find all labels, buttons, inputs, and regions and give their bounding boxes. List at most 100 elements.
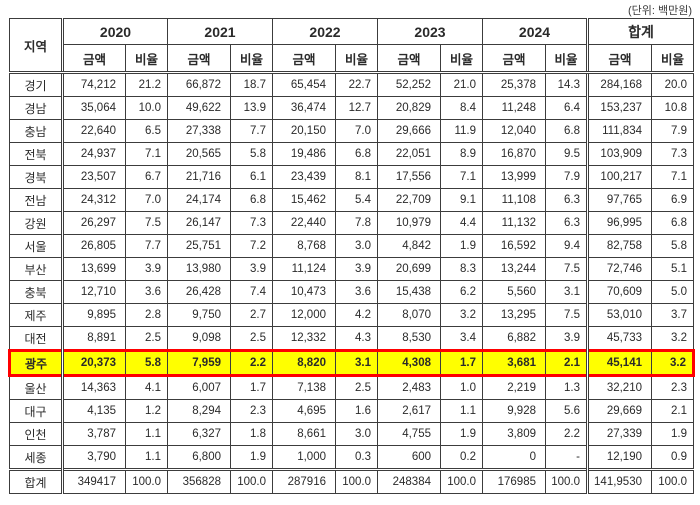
ratio-cell: 6.8 [651, 211, 694, 235]
amount-cell: 11,108 [482, 188, 546, 212]
ratio-header: 비율 [440, 44, 483, 74]
ratio-cell: 21.2 [125, 72, 168, 97]
amount-cell: 8,820 [272, 349, 336, 377]
amount-header: 금액 [586, 44, 652, 74]
amount-cell: 66,872 [167, 72, 231, 97]
amount-cell: 15,438 [377, 280, 441, 304]
amount-cell: 11,124 [272, 257, 336, 281]
amount-cell: 26,805 [61, 234, 126, 258]
ratio-cell: 7.3 [230, 211, 273, 235]
amount-cell: 284,168 [586, 72, 652, 97]
amount-cell: 22,640 [61, 119, 126, 143]
ratio-cell: 3.4 [440, 326, 483, 351]
amount-cell: 29,669 [586, 399, 652, 423]
amount-cell: 25,378 [482, 72, 546, 97]
ratio-cell: 6.9 [651, 188, 694, 212]
ratio-cell: 100.0 [230, 468, 273, 494]
ratio-cell: 4.1 [125, 375, 168, 400]
ratio-cell: 4.4 [440, 211, 483, 235]
amount-header: 금액 [272, 44, 336, 74]
amount-cell: 7,138 [272, 375, 336, 400]
region-cell: 충북 [9, 280, 63, 304]
amount-cell: 141,9530 [586, 468, 652, 494]
amount-cell: 4,695 [272, 399, 336, 423]
ratio-cell: 2.2 [230, 349, 273, 377]
ratio-cell: 11.9 [440, 119, 483, 143]
amount-cell: 4,135 [61, 399, 126, 423]
ratio-cell: 5.6 [545, 399, 588, 423]
ratio-cell: 5.0 [651, 280, 694, 304]
table-row-울산: 울산 14,363 4.1 6,007 1.7 7,138 2.5 2,483 1.0 2,219… [9, 375, 694, 400]
amount-cell: 12,000 [272, 303, 336, 327]
region-cell: 경남 [9, 96, 63, 120]
ratio-cell: 6.4 [545, 96, 588, 120]
amount-cell: 74,212 [61, 72, 126, 97]
ratio-cell: 21.0 [440, 72, 483, 97]
ratio-cell: 3.1 [335, 349, 378, 377]
amount-header: 금액 [61, 44, 126, 74]
ratio-cell: 8.3 [440, 257, 483, 281]
amount-cell: 287916 [272, 468, 336, 494]
ratio-cell: 1.9 [651, 422, 694, 446]
amount-cell: 27,339 [586, 422, 652, 446]
amount-cell: 5,560 [482, 280, 546, 304]
table-row-인천: 인천 3,787 1.1 6,327 1.8 8,661 3.0 4,755 1.9 3,809 2… [9, 422, 694, 446]
amount-cell: 600 [377, 445, 441, 470]
amount-cell: 97,765 [586, 188, 652, 212]
table-row-전남: 전남 24,312 7.0 24,174 6.8 15,462 5.4 22,709 9.1 11… [9, 188, 694, 212]
table-row-제주: 제주 9,895 2.8 9,750 2.7 12,000 4.2 8,070 3.2 13,29… [9, 303, 694, 327]
ratio-cell: 7.5 [125, 211, 168, 235]
ratio-cell: 2.5 [125, 326, 168, 351]
amount-cell: 19,486 [272, 142, 336, 166]
amount-cell: 45,733 [586, 326, 652, 351]
table-row-충남: 충남 22,640 6.5 27,338 7.7 20,150 7.0 29,666 11.9 1… [9, 119, 694, 143]
ratio-cell: 6.8 [230, 188, 273, 212]
amount-cell: 24,174 [167, 188, 231, 212]
ratio-cell: 6.5 [125, 119, 168, 143]
ratio-cell: 100.0 [335, 468, 378, 494]
amount-cell: 248384 [377, 468, 441, 494]
ratio-cell: 9.5 [545, 142, 588, 166]
amount-cell: 9,928 [482, 399, 546, 423]
amount-cell: 23,439 [272, 165, 336, 189]
amount-header: 금액 [482, 44, 546, 74]
ratio-cell: 3.2 [651, 326, 694, 351]
ratio-cell: 100.0 [545, 468, 588, 494]
amount-cell: 2,483 [377, 375, 441, 400]
region-cell: 경기 [9, 72, 63, 97]
amount-cell: 49,622 [167, 96, 231, 120]
amount-cell: 13,295 [482, 303, 546, 327]
region-cell: 합계 [9, 468, 63, 494]
ratio-cell: 10.0 [125, 96, 168, 120]
ratio-cell: 3.7 [651, 303, 694, 327]
ratio-cell: 14.3 [545, 72, 588, 97]
region-column-header: 지역 [9, 18, 63, 74]
amount-cell: 6,800 [167, 445, 231, 470]
amount-cell: 10,473 [272, 280, 336, 304]
ratio-cell: 7.7 [125, 234, 168, 258]
col-group-header-2: 2021 [167, 18, 273, 45]
amount-cell: 35,064 [61, 96, 126, 120]
table-row-광주: 광주 20,373 5.8 7,959 2.2 8,820 3.1 4,308 1.7 3,681… [8, 349, 695, 377]
unit-label: (단위: 백만원) [627, 5, 692, 17]
ratio-cell: 6.7 [125, 165, 168, 189]
table-header: 지역 2020 2021 2022 2023 2024 합계 금액 비율 금액 비율 금액 비율 금액… [9, 18, 694, 74]
ratio-cell: 5.8 [230, 142, 273, 166]
table-row-합계: 합계 349417 100.0 356828 100.0 287916 100.0 24838… [9, 468, 694, 494]
amount-cell: 45,141 [586, 349, 652, 377]
table-row-대전: 대전 8,891 2.5 9,098 2.5 12,332 4.3 8,530 3.4 6,882… [9, 326, 694, 351]
amount-cell: 10,979 [377, 211, 441, 235]
ratio-cell: 3.0 [335, 422, 378, 446]
col-group-header-4: 2023 [377, 18, 483, 45]
ratio-cell: 13.9 [230, 96, 273, 120]
ratio-header: 비율 [651, 44, 694, 74]
ratio-cell: 2.5 [230, 326, 273, 351]
table-row-충북: 충북 12,710 3.6 26,428 7.4 10,473 3.6 15,438 6.2 5,… [9, 280, 694, 304]
ratio-cell: 10.8 [651, 96, 694, 120]
amount-cell: 17,556 [377, 165, 441, 189]
ratio-cell: 3.9 [335, 257, 378, 281]
ratio-cell: 7.8 [335, 211, 378, 235]
amount-cell: 20,150 [272, 119, 336, 143]
region-cell: 인천 [9, 422, 63, 446]
region-cell: 대전 [9, 326, 63, 351]
